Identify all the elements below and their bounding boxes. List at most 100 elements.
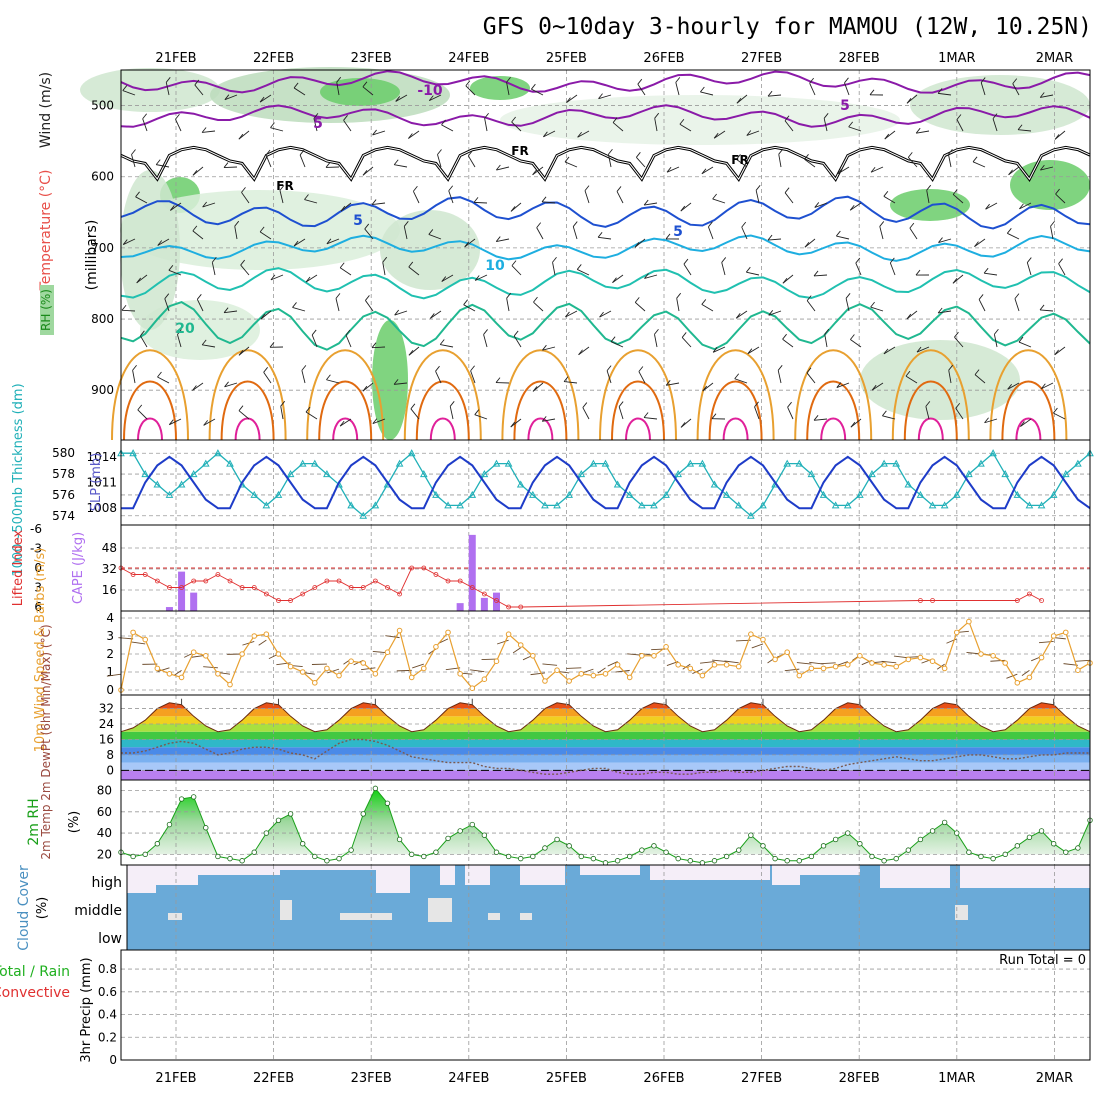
wind-barb-flag [777, 365, 783, 371]
wind-barb [484, 118, 488, 132]
wind-barb [735, 310, 748, 319]
wind-barb [177, 334, 182, 348]
wind-barb [768, 238, 782, 241]
wind-barb-flag [372, 129, 377, 136]
wind-barb-flag [536, 222, 542, 228]
wind-barb [778, 154, 782, 168]
wind-barb [836, 382, 850, 388]
wind-barb-flag [511, 116, 516, 123]
rh-marker [166, 821, 173, 828]
wind-barb-flag [270, 122, 275, 128]
wind-barb [736, 159, 748, 168]
contour-label: 5 [673, 224, 683, 240]
boundary-layer-isotherm [917, 417, 944, 441]
wind-barb-flag [201, 339, 207, 346]
thickness-marker [698, 459, 707, 467]
boundary-layer-isotherm [989, 349, 1068, 441]
rh-marker [518, 855, 524, 862]
wind-barb-flag [883, 191, 889, 197]
wind-barb [820, 662, 836, 665]
wind-barb [345, 334, 352, 348]
bottom-date-label: 21FEB [155, 1071, 196, 1086]
wind-barb [506, 82, 510, 96]
wind-barb-flag [140, 330, 145, 337]
rh-marker [554, 836, 560, 843]
wind-barb [395, 94, 408, 102]
bottom-date-labels: 21FEB 22FEB 23FEB 24FEB 25FEB 26FEB 27FEB 28FEB… [155, 1071, 1073, 1086]
wind-barb [985, 202, 998, 210]
wind-barb [925, 406, 930, 420]
wind-barb [470, 669, 485, 673]
wind-barb [280, 406, 284, 420]
wind-barb [680, 202, 692, 212]
wind-barb [768, 94, 782, 97]
wind-barb [372, 130, 386, 136]
thickness-marker [577, 470, 586, 478]
wind-barb-flag [260, 313, 266, 320]
rh2m-panel: 20 40 60 80 2m RH (%) [26, 780, 1093, 866]
wind-barb [855, 262, 862, 276]
wind-barb-flag [870, 166, 876, 173]
rh-tick: 60 [97, 805, 112, 819]
bottom-date-label: 2MAR [1036, 1071, 1073, 1086]
li-marker [409, 565, 415, 571]
wind-barb [410, 408, 420, 420]
rh-marker [287, 811, 294, 817]
wind-barb [365, 300, 374, 312]
wind-speed-marker [844, 662, 851, 668]
rh-marker [808, 853, 815, 860]
wind-barb [279, 190, 284, 204]
cape-axis-label: CAPE (J/kg) [71, 532, 86, 604]
temp-axis-label: 2m Temp 2m DewPt (6hr Min/Max) (°C) [39, 624, 53, 859]
rh-marker [881, 858, 887, 864]
boundary-layer-isotherm [1015, 417, 1042, 441]
wind-speed-marker [263, 631, 270, 638]
boundary-layer-isotherm [123, 380, 177, 441]
wind-barb-flag [467, 150, 473, 157]
rh2m-axis-label: 2m RH [26, 798, 42, 845]
wind-barb [394, 310, 408, 316]
wind-barb [240, 264, 250, 276]
wind-barb [362, 382, 374, 392]
wind-speed-marker [336, 672, 342, 679]
top-date-label: 21FEB [155, 51, 196, 66]
boundary-layer-isotherm [208, 349, 287, 441]
wind-barb-flag [636, 152, 641, 158]
wind-barb-flag [983, 267, 989, 274]
boundary-layer-isotherm [234, 417, 261, 441]
wind-barb [412, 663, 424, 669]
thickness-marker [759, 501, 767, 509]
rh-marker [857, 841, 863, 847]
cape-bar [456, 603, 464, 611]
rh-marker [917, 836, 924, 843]
wind-speed-marker [1014, 680, 1021, 686]
wind-barb [385, 635, 400, 639]
wind-speed-marker [554, 667, 560, 674]
thickness-marker [1049, 490, 1058, 498]
wind-barb [372, 202, 386, 206]
rh-shading [120, 190, 400, 270]
li-marker [215, 572, 221, 577]
boundary-layer-isotherm [903, 380, 958, 441]
li-marker [203, 578, 209, 584]
thickness-marker [468, 490, 477, 498]
wind-barb [1040, 94, 1054, 98]
rh-marker [784, 858, 790, 864]
wind-barb-flag [1040, 383, 1046, 390]
cloud-clear-high [650, 865, 700, 880]
wind-barb [1075, 659, 1091, 662]
wind-barb-flag [413, 185, 418, 192]
wind-barb-flag [506, 292, 511, 299]
wind-barb [883, 346, 896, 355]
wind-barb [202, 202, 216, 208]
wind-barb [634, 302, 646, 312]
thickness-marker [589, 459, 598, 467]
rh-shading [1010, 160, 1090, 210]
wind-barb-flag [916, 346, 922, 353]
wind-barb-flag [157, 240, 163, 246]
wind-barb-flag [954, 331, 959, 338]
wind-barb-flag [599, 311, 604, 318]
wind-barb [361, 667, 376, 671]
wind-barb-flag [448, 185, 454, 192]
boundary-layer-isotherm [806, 380, 861, 441]
